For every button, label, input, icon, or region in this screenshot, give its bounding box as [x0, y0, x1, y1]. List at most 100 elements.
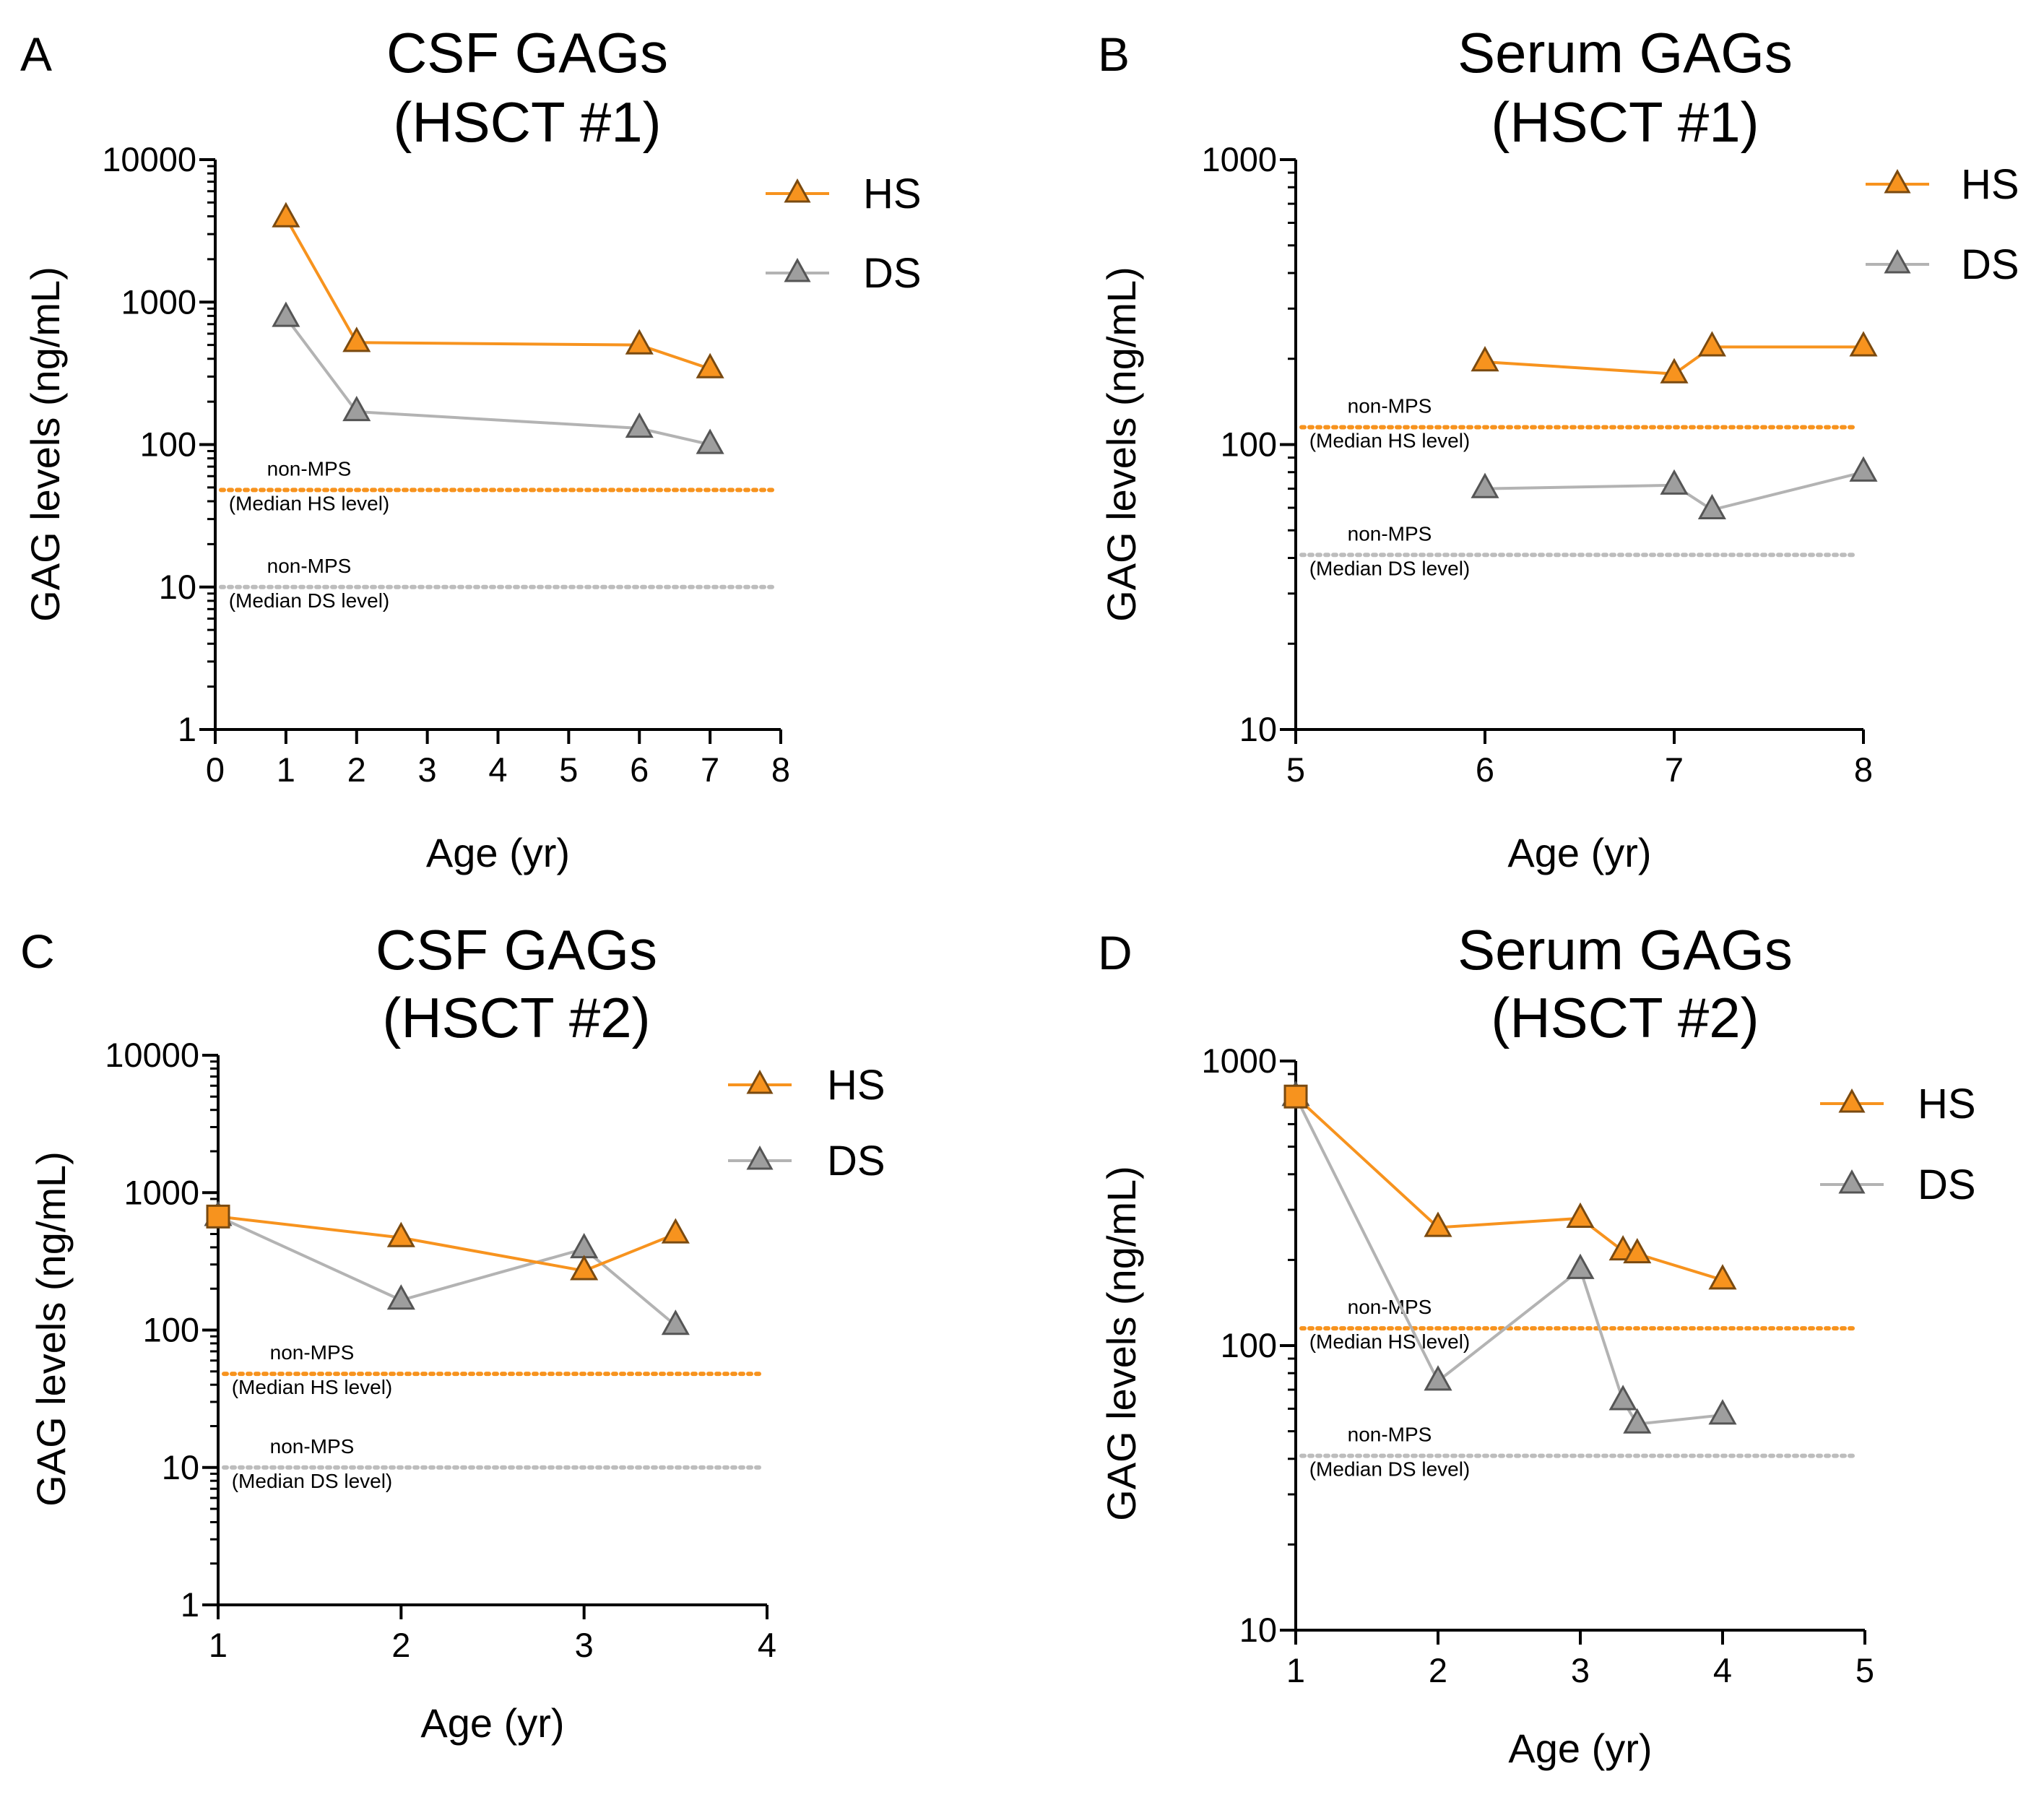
- x-tick-label: 2: [391, 1626, 410, 1664]
- reference-label: (Median HS level): [232, 1376, 393, 1398]
- legend: HS DS: [766, 170, 922, 297]
- x-tick-label: 5: [1855, 1651, 1874, 1689]
- y-tick-label: 100: [143, 1311, 199, 1349]
- series-line-ds: [285, 316, 711, 446]
- legend-marker-hs: [746, 1070, 774, 1094]
- legend-marker-hs: [1838, 1088, 1866, 1113]
- y-tick-label: 100: [140, 425, 196, 464]
- data-point-ds: [1623, 1408, 1652, 1434]
- reference-label: (Median HS level): [1309, 1330, 1471, 1353]
- y-axis-label: GAG levels (ng/mL): [1099, 267, 1144, 622]
- reference-label: non-MPS: [1348, 1296, 1432, 1318]
- y-tick-label: 10: [159, 568, 196, 606]
- data-point-hs: [1623, 1237, 1652, 1264]
- panel-b: B Serum GAGs(HSCT #1) 10 100 1000 5 6 7 8 Age (yr…: [1098, 21, 2019, 875]
- y-tick-label: 1000: [121, 282, 196, 321]
- y-tick-label: 10: [1239, 710, 1277, 748]
- x-tick-label: 3: [418, 750, 437, 789]
- legend: HS DS: [1820, 1081, 1976, 1208]
- reference-label: non-MPS: [267, 457, 352, 480]
- series-line-hs: [1294, 1095, 1723, 1282]
- data-point-ds: [1697, 493, 1726, 520]
- chart-title: CSF GAGs: [376, 918, 657, 982]
- y-tick-label: 10: [162, 1448, 199, 1486]
- data-point-hs: [1283, 1084, 1308, 1109]
- data-point-ds: [342, 395, 371, 422]
- chart-title: Serum GAGs: [1458, 21, 1793, 85]
- chart-title: (HSCT #2): [1491, 986, 1759, 1049]
- y-tick-label: 1000: [1201, 140, 1277, 178]
- x-tick-label: 1: [1286, 1651, 1305, 1689]
- legend: HS DS: [728, 1062, 885, 1185]
- legend-marker-ds: [1838, 1169, 1866, 1194]
- data-point-ds: [386, 1284, 415, 1310]
- x-tick-label: 6: [630, 750, 649, 789]
- x-axis-label: Age (yr): [426, 830, 570, 875]
- data-point-ds: [1424, 1365, 1452, 1391]
- data-point-ds: [1660, 469, 1689, 495]
- x-tick-label: 8: [771, 750, 790, 789]
- x-tick-label: 1: [277, 750, 295, 789]
- reference-label: non-MPS: [1348, 1424, 1432, 1446]
- x-tick-label: 2: [347, 750, 366, 789]
- chart-title: (HSCT #2): [382, 986, 650, 1049]
- y-tick-label: 1000: [1201, 1042, 1277, 1080]
- y-axis-label: GAG levels (ng/mL): [1099, 1166, 1144, 1521]
- legend-marker-ds: [784, 258, 811, 282]
- y-tick-label: 100: [1221, 1326, 1277, 1364]
- data-point-ds: [625, 412, 654, 438]
- panel-letter: D: [1098, 926, 1133, 979]
- reference-label: non-MPS: [270, 1435, 355, 1458]
- x-tick-label: 5: [1286, 750, 1305, 789]
- legend-label-ds: DS: [863, 250, 922, 297]
- legend-marker-ds: [1884, 249, 1911, 274]
- y-tick-label: 1: [181, 1585, 199, 1624]
- legend-marker-hs: [1884, 169, 1911, 194]
- y-tick-label: 1000: [124, 1173, 199, 1211]
- x-tick-label: 4: [488, 750, 507, 789]
- legend-label-hs: HS: [1918, 1081, 1976, 1127]
- data-point-ds: [1566, 1253, 1595, 1279]
- x-tick-label: 0: [206, 750, 225, 789]
- series-line-hs: [285, 217, 711, 371]
- data-point-ds: [696, 428, 724, 454]
- legend-label-ds: DS: [1918, 1161, 1976, 1208]
- x-tick-label: 8: [1854, 750, 1873, 789]
- legend-label-hs: HS: [863, 170, 922, 217]
- chart-title: CSF GAGs: [386, 21, 668, 85]
- panel-c: C CSF GAGs(HSCT #2) 1 10 100 1000 10000 1 2 3 4 Age…: [20, 918, 885, 1746]
- reference-label: (Median DS level): [229, 589, 390, 612]
- y-tick-label: 10000: [105, 1036, 199, 1074]
- y-tick-label: 10000: [102, 140, 196, 178]
- y-tick-label: 100: [1221, 425, 1277, 464]
- reference-label: (Median HS level): [1309, 430, 1471, 452]
- reference-label: (Median DS level): [1309, 1458, 1471, 1481]
- data-point-hs: [206, 1204, 230, 1229]
- series-hs: [1283, 1084, 1737, 1290]
- data-point-ds: [570, 1232, 599, 1259]
- data-point-hs: [342, 326, 371, 352]
- panel-letter: B: [1098, 27, 1130, 81]
- x-tick-label: 3: [1571, 1651, 1590, 1689]
- reference-label: non-MPS: [267, 555, 352, 577]
- data-point-ds: [1849, 456, 1878, 482]
- reference-label: non-MPS: [270, 1341, 355, 1364]
- series-hs: [206, 1204, 690, 1281]
- reference-label: (Median HS level): [229, 492, 390, 514]
- x-tick-label: 2: [1429, 1651, 1447, 1689]
- data-point-hs: [570, 1255, 599, 1281]
- x-tick-label: 7: [701, 750, 719, 789]
- reference-label: (Median DS level): [1309, 557, 1471, 579]
- x-tick-label: 7: [1665, 750, 1684, 789]
- x-tick-label: 4: [758, 1626, 776, 1664]
- data-point-hs: [1471, 346, 1499, 372]
- data-point-hs: [1708, 1264, 1737, 1290]
- legend: HS DS: [1866, 161, 2019, 288]
- series-line-ds: [1484, 470, 1864, 512]
- x-tick-label: 4: [1713, 1651, 1732, 1689]
- data-point-hs: [386, 1221, 415, 1247]
- data-point-ds: [661, 1309, 690, 1335]
- data-point-ds: [1471, 472, 1499, 498]
